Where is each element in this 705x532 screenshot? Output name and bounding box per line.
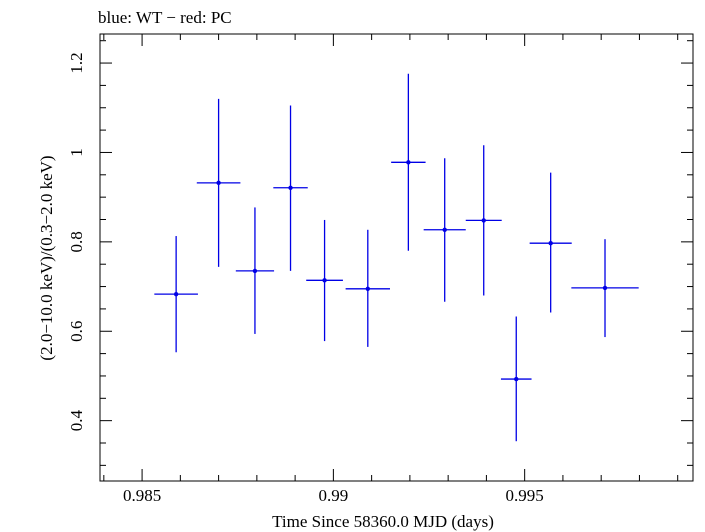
data-marker (442, 227, 447, 232)
data-marker (548, 240, 553, 246)
data-marker (514, 376, 519, 382)
data-point (273, 105, 308, 271)
chart-title: blue: WT − red: PC (98, 8, 232, 27)
y-axis-label: (2.0−10.0 keV)/(0.3−2.0 keV) (37, 155, 56, 360)
y-tick-label: 1.2 (67, 52, 86, 73)
data-marker (288, 185, 293, 190)
data-point (571, 239, 639, 338)
data-marker (173, 291, 179, 297)
data-marker (252, 268, 258, 274)
x-tick-label: 0.995 (506, 486, 544, 505)
data-marker (602, 285, 608, 291)
data-point (500, 316, 532, 442)
data-series (154, 73, 639, 442)
data-point (529, 172, 572, 313)
data-marker (365, 286, 371, 291)
x-tick-label: 0.985 (123, 486, 161, 505)
data-point (196, 98, 241, 267)
data-marker (406, 160, 411, 165)
y-tick-label: 0.8 (67, 231, 86, 252)
data-point (154, 236, 198, 353)
data-point (391, 73, 426, 251)
data-point (345, 229, 390, 347)
data-point (306, 219, 343, 342)
y-tick-label: 1 (67, 148, 86, 157)
y-axis-ticks: 0.4 0.6 0.8 1 1.2 (67, 40, 693, 466)
plot-frame (99, 33, 694, 482)
data-point (423, 158, 466, 302)
data-marker (481, 218, 486, 223)
x-axis-label: Time Since 58360.0 MJD (days) (272, 512, 494, 531)
data-point (465, 145, 502, 296)
x-tick-label: 0.99 (318, 486, 348, 505)
data-point (235, 207, 275, 334)
y-tick-label: 0.6 (67, 321, 86, 342)
data-marker (216, 180, 221, 186)
y-tick-label: 0.4 (67, 410, 86, 432)
x-axis-ticks: 0.985 0.99 0.995 (103, 34, 679, 505)
data-marker (322, 278, 327, 283)
